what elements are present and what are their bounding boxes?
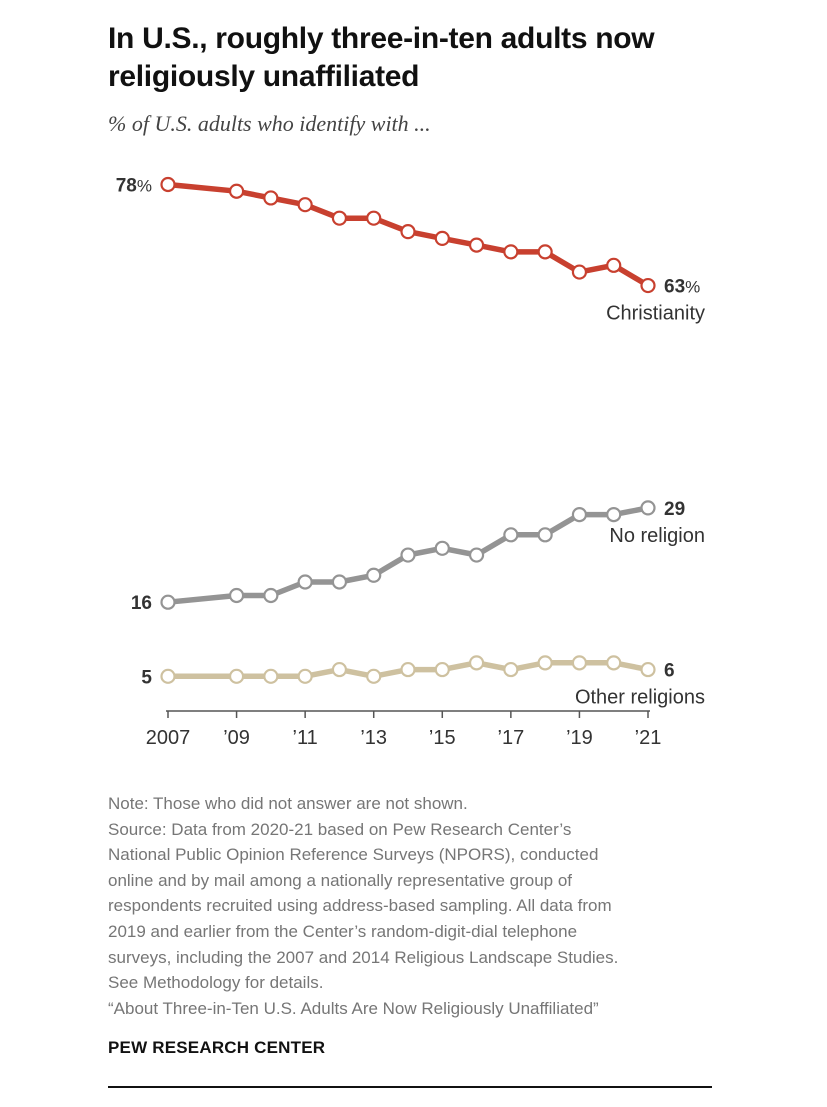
data-point — [503, 527, 519, 543]
data-point — [537, 244, 553, 260]
source-line: respondents recruited using address-base… — [108, 896, 612, 916]
note-text: Note: Those who did not answer are not s… — [108, 794, 468, 813]
source-line: 2019 and earlier from the Center’s rando… — [108, 921, 578, 941]
series-end-label: 6 — [664, 661, 675, 682]
series-start-label: 78% — [116, 175, 152, 196]
data-point — [400, 661, 416, 678]
data-point — [468, 237, 485, 253]
x-tick-label: ’19 — [566, 727, 593, 749]
data-point — [537, 527, 553, 543]
chart-subtitle: % of U.S. adults who identify with ... — [108, 111, 431, 136]
line-chart: 2007 ’09 ’11 ’13 ’15 ’17 ’19 ’21 78% 63% Christian… — [116, 175, 705, 749]
source-line: National Public Opinion Reference Survey… — [108, 845, 599, 865]
data-point — [160, 668, 176, 684]
report-title: “About Three-in-Ten U.S. Adults Are Now … — [108, 998, 599, 1018]
source-line: Source: Data from 2020-21 based on Pew R… — [108, 819, 572, 839]
data-point — [571, 507, 588, 523]
source-line: online and by mail among a nationally re… — [108, 870, 573, 890]
data-point — [434, 661, 450, 678]
data-point — [537, 655, 553, 671]
series-end-label: 29 — [664, 499, 685, 520]
data-point — [366, 567, 382, 583]
x-tick-label: ’13 — [360, 727, 387, 749]
data-point — [606, 257, 622, 273]
data-point — [263, 190, 279, 206]
data-point — [571, 655, 588, 671]
data-point — [228, 668, 245, 684]
data-point — [434, 230, 450, 246]
data-point — [640, 500, 656, 516]
data-point — [366, 210, 382, 226]
series-name-label: Other religions — [575, 687, 705, 709]
data-point — [331, 210, 348, 226]
data-point — [160, 594, 176, 610]
percent-sign: % — [137, 176, 152, 195]
source-line: See Methodology for details. — [108, 973, 324, 993]
x-tick-label: ’11 — [293, 727, 318, 749]
data-point — [606, 507, 622, 523]
data-point — [640, 661, 656, 678]
data-point — [297, 574, 313, 590]
data-point — [503, 661, 519, 678]
chart-notes: Note: Those who did not answer are not s… — [108, 791, 748, 1021]
source-line: surveys, including the 2007 and 2014 Rel… — [108, 947, 619, 967]
chart-title: In U.S., roughly three-in-ten adults now… — [108, 22, 655, 93]
data-point — [297, 197, 313, 213]
series-start-label: 16 — [131, 593, 152, 614]
series-name-label: Christianity — [606, 303, 705, 325]
data-point — [468, 547, 485, 563]
brand-label: PEW RESEARCH CENTER — [108, 1038, 326, 1057]
bottom-rule — [108, 1086, 712, 1088]
data-point — [400, 224, 416, 240]
data-point — [571, 264, 588, 280]
data-point — [228, 587, 245, 604]
data-point — [297, 668, 313, 684]
data-point — [331, 574, 348, 590]
series-start-label: 5 — [141, 667, 152, 688]
x-tick-label: 2007 — [146, 727, 191, 749]
data-point — [606, 655, 622, 671]
series-end-label: 63% — [664, 277, 700, 298]
series-name-label: No religion — [609, 525, 705, 547]
data-point — [228, 183, 245, 199]
percent-sign: % — [685, 278, 700, 297]
data-point — [263, 587, 279, 604]
data-point — [640, 277, 656, 294]
x-tick-label: ’17 — [498, 727, 525, 749]
data-point — [468, 655, 485, 671]
x-tick-label: ’15 — [429, 727, 456, 749]
data-point — [331, 661, 348, 678]
data-point — [503, 244, 519, 260]
data-point — [366, 668, 382, 684]
data-point — [263, 668, 279, 684]
x-tick-label: ’09 — [223, 727, 250, 749]
data-point — [400, 547, 416, 563]
data-point — [160, 176, 176, 193]
data-point — [434, 540, 450, 556]
x-tick-label: ’21 — [635, 727, 662, 749]
